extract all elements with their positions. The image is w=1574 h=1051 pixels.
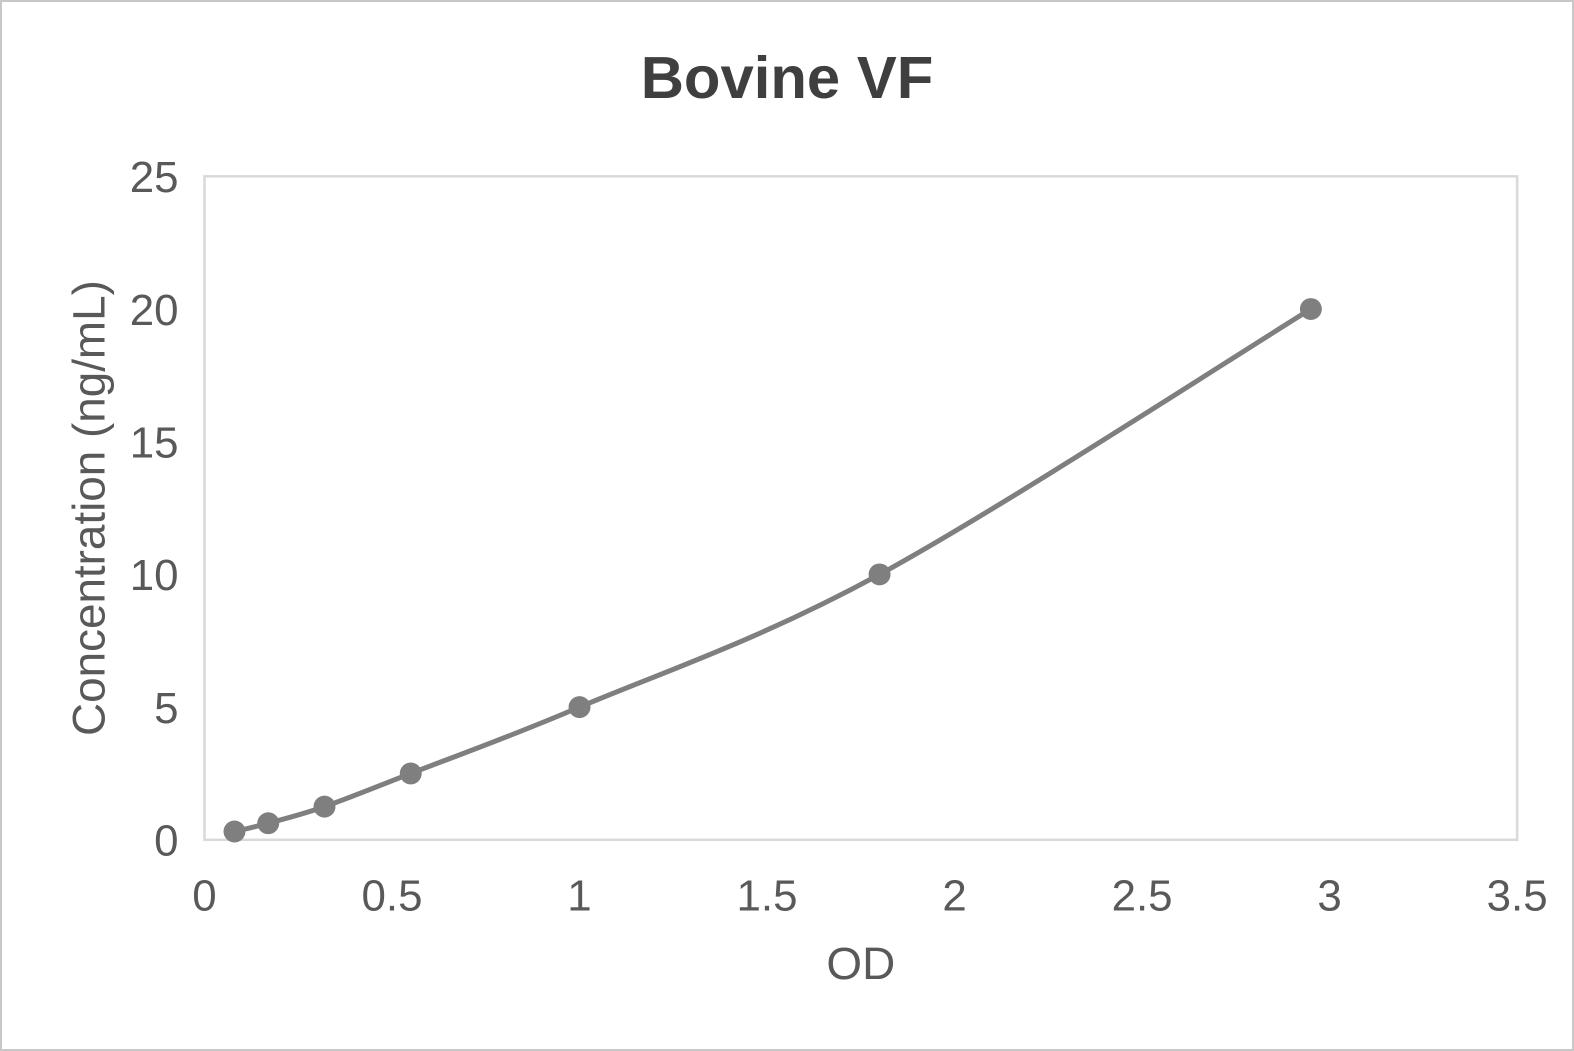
x-tick-label: 3.5 bbox=[1487, 871, 1548, 920]
plot-area bbox=[203, 175, 1519, 842]
y-tick-label: 25 bbox=[130, 153, 179, 202]
y-tick-label: 5 bbox=[154, 684, 178, 733]
data-point-marker bbox=[868, 563, 891, 586]
series-line bbox=[231, 306, 1314, 834]
x-tick-label: 2.5 bbox=[1112, 871, 1173, 920]
data-point-marker bbox=[1299, 298, 1322, 320]
y-tick-label: 10 bbox=[130, 551, 179, 600]
y-axis-tick-labels: 0 5 10 15 20 25 bbox=[130, 153, 179, 865]
data-point-marker bbox=[313, 795, 336, 818]
data-point-marker bbox=[257, 812, 280, 835]
data-series bbox=[223, 298, 1322, 843]
x-tick-label: 3 bbox=[1317, 871, 1341, 920]
x-tick-label: 1 bbox=[567, 871, 591, 920]
x-axis-tick-labels: 0 0.5 1 1.5 2 2.5 3 3.5 bbox=[192, 871, 1547, 920]
data-point-marker bbox=[223, 820, 246, 843]
y-tick-label: 15 bbox=[130, 419, 179, 468]
y-axis-title: Concentration (ng/mL) bbox=[62, 280, 114, 736]
x-tick-label: 0.5 bbox=[361, 871, 422, 920]
x-tick-label: 0 bbox=[192, 871, 216, 920]
data-point-marker bbox=[399, 762, 422, 785]
data-point-marker bbox=[568, 696, 591, 719]
chart-title: Bovine VF bbox=[641, 44, 934, 111]
y-tick-label: 0 bbox=[154, 817, 178, 866]
x-tick-label: 1.5 bbox=[737, 871, 798, 920]
x-tick-label: 2 bbox=[942, 871, 966, 920]
x-axis-title: OD bbox=[826, 937, 895, 989]
y-tick-label: 20 bbox=[130, 286, 179, 335]
